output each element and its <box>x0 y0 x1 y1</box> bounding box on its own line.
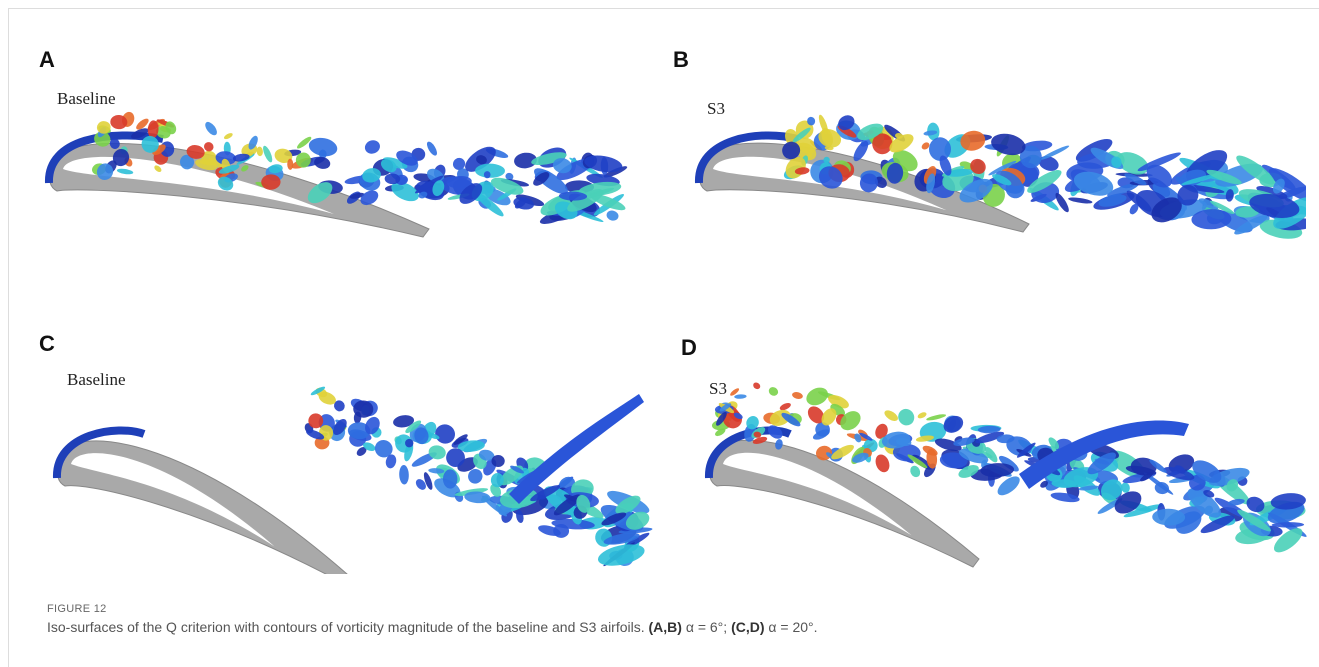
vortex <box>895 406 917 428</box>
panel-image <box>39 354 659 574</box>
figure-number: FIGURE 12 <box>47 603 107 615</box>
panel-label: S3 <box>707 99 725 119</box>
panel-image <box>681 84 1306 284</box>
vortex <box>363 138 382 156</box>
vortex <box>443 469 458 488</box>
figure-frame: A B C D Baseline S3 Baseline S3 FIGURE 1… <box>8 8 1319 667</box>
vortex <box>929 137 951 161</box>
vortex <box>883 408 900 423</box>
vortex <box>256 146 263 156</box>
figure-caption: Iso-surfaces of the Q criterion with con… <box>47 619 818 635</box>
vortex <box>605 209 619 222</box>
panel-letter: B <box>673 47 689 73</box>
vortex <box>399 465 409 485</box>
vortex <box>491 455 504 467</box>
vortex <box>261 145 274 164</box>
vortex <box>767 385 780 397</box>
vortex <box>734 394 747 399</box>
caption-bold: (A,B) <box>649 619 682 635</box>
vortex <box>803 384 831 409</box>
panel-image <box>39 84 659 284</box>
panel-letter: A <box>39 47 55 73</box>
vortex <box>926 413 947 422</box>
vortex <box>223 132 234 140</box>
vortex <box>917 411 928 420</box>
vortex <box>908 464 922 479</box>
vortex <box>791 391 803 400</box>
panel-letter: D <box>681 335 697 361</box>
vortex <box>873 452 892 474</box>
vortex <box>425 140 439 157</box>
panel-image <box>689 364 1309 584</box>
panel-label: S3 <box>709 379 727 399</box>
vortex <box>203 120 219 137</box>
panel-label: Baseline <box>67 370 126 390</box>
caption-text: Iso-surfaces of the Q criterion with con… <box>47 619 649 635</box>
caption-text: α = 6°; <box>682 619 731 635</box>
caption-text: α = 20°. <box>765 619 818 635</box>
page: A B C D Baseline S3 Baseline S3 FIGURE 1… <box>0 0 1319 666</box>
vortex <box>752 381 762 390</box>
vortex <box>1053 191 1071 214</box>
caption-bold: (C,D) <box>731 619 764 635</box>
panel-label: Baseline <box>57 89 116 109</box>
vortex <box>287 159 293 170</box>
vortex <box>1068 196 1093 204</box>
